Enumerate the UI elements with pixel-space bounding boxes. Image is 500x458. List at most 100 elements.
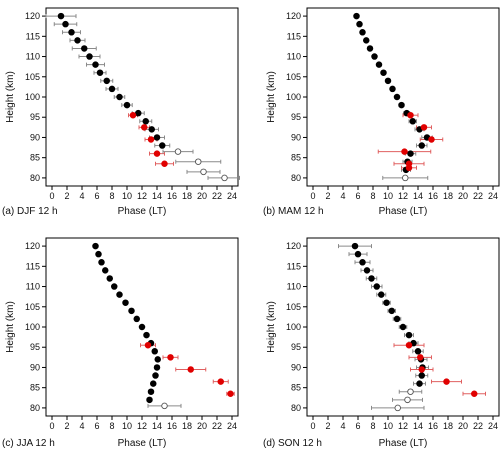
- panel-d-point-black: [378, 291, 385, 298]
- panel-b-ytick-label: 85: [291, 153, 301, 163]
- panel-d-ytick-label: 80: [291, 403, 301, 413]
- panel-a-xtick-label: 0: [49, 191, 54, 201]
- panel-c-point-black: [106, 275, 113, 282]
- panel-c-point-red: [227, 390, 234, 398]
- panel-a-ytick-label: 115: [26, 31, 40, 41]
- panel-b-xtick-label: 18: [443, 191, 453, 201]
- panel-a-xtick-label: 18: [182, 191, 192, 201]
- panel-d-point-open: [407, 388, 414, 395]
- panel-c-point-black: [146, 396, 153, 404]
- panel-d-xtick-label: 2: [325, 421, 330, 431]
- panel-b-point-black: [366, 45, 374, 52]
- panel-c-ytick-label: 90: [30, 362, 40, 372]
- panel-b-xtick-label: 12: [398, 191, 408, 201]
- panel-d-ytick-label: 105: [286, 302, 301, 312]
- panel-c-point-black: [143, 331, 150, 339]
- panel-b-xtick-label: 4: [340, 191, 345, 201]
- panel-c-xtick-label: 14: [152, 421, 162, 431]
- panel-a-point-black: [103, 77, 110, 85]
- panel-c-xtick-label: 2: [64, 421, 69, 431]
- panel-b-point-open: [402, 174, 409, 182]
- panel-a-point-red: [147, 136, 155, 143]
- panel-b-ytick-label: 120: [286, 11, 301, 21]
- panel-a-ytick-label: 85: [30, 153, 40, 163]
- panel-d-point-red: [417, 354, 424, 361]
- panel-d-xtick-label: 16: [428, 421, 438, 431]
- panel-d-ytick-label: 115: [287, 261, 301, 271]
- panel-a-ytick-label: 80: [30, 173, 40, 183]
- panel-b-ytick-label: 80: [291, 173, 301, 183]
- panel-c-ytick-label: 105: [25, 302, 40, 312]
- panel-c-xtick-label: 4: [79, 421, 84, 431]
- panel-c-xtick-label: 24: [227, 421, 237, 431]
- panel-d-ylabel: Height (km): [266, 301, 277, 353]
- panel-a-point-black: [153, 134, 161, 141]
- panel-a-point-black: [134, 109, 142, 117]
- panel-a-xtick-label: 14: [152, 191, 162, 201]
- panel-c-point-black: [116, 291, 123, 298]
- panel-d-point-black: [418, 372, 426, 379]
- panel-a-point-black: [158, 142, 166, 149]
- panel-d-point-black: [383, 299, 390, 306]
- panel-a-ytick-label: 100: [25, 92, 40, 102]
- panel-d-y-axis: 80 85 90 95 100 105 110 115 120: [286, 241, 307, 413]
- panel-a-frame: [45, 7, 239, 187]
- panel-d-marks: [338, 242, 486, 412]
- panel-b-point-black: [418, 142, 426, 149]
- panel-d-ytick-label: 100: [286, 322, 301, 332]
- panel-a-ytick-label: 105: [25, 72, 40, 82]
- panel-b-xtick-label: 8: [370, 191, 375, 201]
- panel-a-point-black: [108, 85, 116, 93]
- panel-a-xtick-label: 10: [122, 191, 132, 201]
- panel-c-label: (c) JJA 12 h: [2, 438, 55, 449]
- panel-c-point-black: [122, 299, 129, 306]
- panel-b-point-black: [371, 53, 378, 60]
- panel-a-point-black: [74, 37, 81, 44]
- panel-a-point-open: [174, 148, 182, 155]
- panel-d-point-black: [359, 259, 366, 266]
- panel-b-x-axis: 0 2 4 6 8 10 12 14 16 18 20 22 24: [310, 186, 498, 201]
- panel-c-xtick-label: 22: [212, 421, 222, 431]
- panel-d-point-black: [399, 323, 407, 331]
- panel-a-xtick-label: 12: [137, 191, 147, 201]
- panel-c-ytick-label: 115: [26, 261, 40, 271]
- panel-c-point-black: [101, 267, 109, 274]
- panel-d-point-black: [393, 315, 401, 323]
- panel-a-point-black: [142, 118, 149, 125]
- panel-c-ytick-label: 100: [25, 322, 40, 332]
- panel-c-marks: [92, 242, 235, 410]
- panel-c-ytick-label: 110: [26, 282, 40, 292]
- panel-c-point-black: [154, 356, 161, 363]
- panel-c-point-black: [149, 380, 157, 387]
- panel-c-point-black: [128, 307, 135, 315]
- panel-a-x-axis: 0 2 4 6 8 10 12 14 16 18 20 22 24: [49, 186, 237, 201]
- panel-d-point-black: [405, 331, 413, 339]
- panel-b-ytick-label: 95: [291, 112, 301, 122]
- panel-a-xlabel: Phase (LT): [118, 206, 167, 217]
- panel-d-xtick-label: 18: [443, 421, 453, 431]
- panel-b-xtick-label: 16: [428, 191, 438, 201]
- panel-b-point-black: [398, 101, 405, 109]
- panel-d-point-black: [373, 283, 381, 290]
- panel-c-xtick-label: 18: [182, 421, 192, 431]
- panel-a-xtick-label: 22: [212, 191, 222, 201]
- panel-a-xtick-label: 2: [64, 191, 69, 201]
- panel-b-ytick-label: 115: [287, 31, 301, 41]
- panel-b-point-black: [375, 61, 383, 68]
- panel-c-point-open: [161, 402, 168, 410]
- panel-d-xtick-label: 24: [488, 421, 498, 431]
- panel-c-point-red: [144, 341, 152, 349]
- panel-b-ytick-label: 110: [287, 52, 301, 62]
- panel-d-point-red: [443, 378, 450, 385]
- panel-d-xtick-label: 14: [413, 421, 423, 431]
- panel-d-x-axis: 0 2 4 6 8 10 12 14 16 18 20 22 24: [310, 416, 498, 431]
- panel-d-xtick-label: 6: [355, 421, 360, 431]
- panel-a-ytick-label: 90: [30, 132, 40, 142]
- panel-a-point-black: [96, 69, 104, 76]
- panel-a-xtick-label: 4: [79, 191, 84, 201]
- panel-b-xtick-label: 6: [355, 191, 360, 201]
- panel-c-ytick-label: 85: [30, 383, 40, 393]
- panel-d-point-black: [416, 380, 423, 387]
- panel-b-xtick-label: 10: [383, 191, 393, 201]
